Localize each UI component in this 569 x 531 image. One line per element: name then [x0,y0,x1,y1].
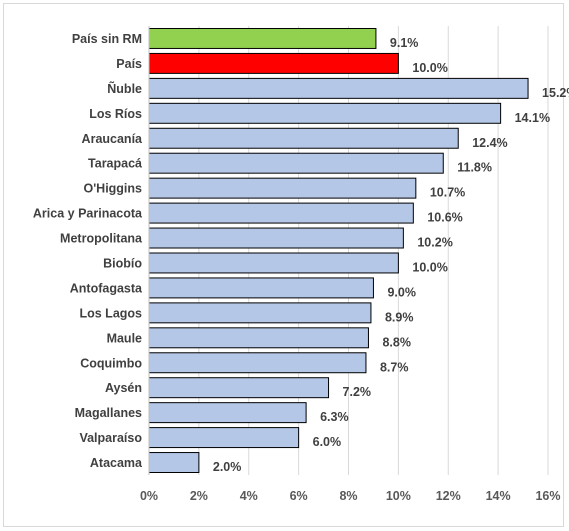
bar [148,102,502,124]
bar [148,152,444,174]
data-label: 10.7% [430,186,465,200]
data-label: 2.0% [213,460,242,474]
x-tick-label: 16% [535,489,560,503]
data-label: 8.9% [385,310,414,324]
data-label: 6.3% [320,410,349,424]
x-tick-label: 0% [140,489,158,503]
category-label: Los Lagos [79,306,142,320]
data-label: 10.0% [412,260,447,274]
data-label: 14.1% [515,111,550,125]
data-label: 7.2% [343,385,372,399]
category-label: Coquimbo [80,356,142,370]
bar [148,452,200,474]
category-label: Magallanes [75,406,142,420]
labels: 0% 2% 4% 6% 8% 10% 12% 14% 16% País sin RM 9.1% Paí… [33,32,569,503]
data-label: 8.7% [380,360,409,374]
data-label: 9.0% [387,285,416,299]
category-label: Biobío [103,256,142,270]
x-tick-label: 6% [290,489,308,503]
data-label: 12.4% [472,136,507,150]
data-label: 10.6% [427,211,462,225]
bar [148,327,369,349]
x-tick-label: 4% [240,489,258,503]
bar [148,302,372,324]
bar [148,127,459,149]
category-label: Atacama [90,456,143,470]
category-label: País sin RM [72,32,142,46]
category-label: Antofagasta [70,281,143,295]
bar [148,402,307,424]
bars [148,27,529,474]
category-label: Aysén [105,381,142,395]
category-label: País [116,57,142,71]
bar [148,77,529,99]
bar [148,52,399,74]
category-label: Los Ríos [89,107,142,121]
bar [148,352,367,374]
category-label: Maule [107,331,142,345]
data-label: 10.2% [417,236,452,250]
data-label: 11.8% [457,161,492,175]
data-label: 15.2% [542,86,569,100]
bar [148,27,377,49]
data-label: 9.1% [390,36,419,50]
category-label: Tarapacá [88,157,142,171]
data-label: 10.0% [412,61,447,75]
category-label: Araucanía [82,132,143,146]
bar [148,277,374,299]
data-label: 8.8% [382,335,411,349]
x-tick-label: 12% [436,489,461,503]
bar [148,177,417,199]
bar [148,377,330,399]
category-label: Arica y Parinacota [33,207,143,221]
category-label: O'Higgins [83,182,142,196]
x-tick-label: 14% [486,489,511,503]
bar [148,202,414,224]
category-label: Valparaíso [79,431,142,445]
x-tick-label: 10% [386,489,411,503]
x-tick-label: 8% [339,489,357,503]
bar [148,427,300,449]
data-label: 6.0% [313,435,342,449]
gridlines [198,26,549,475]
bar [148,252,399,274]
x-tick-label: 2% [190,489,208,503]
category-label: Ñuble [107,81,142,96]
category-label: Metropolitana [60,232,143,246]
bar [148,227,404,249]
